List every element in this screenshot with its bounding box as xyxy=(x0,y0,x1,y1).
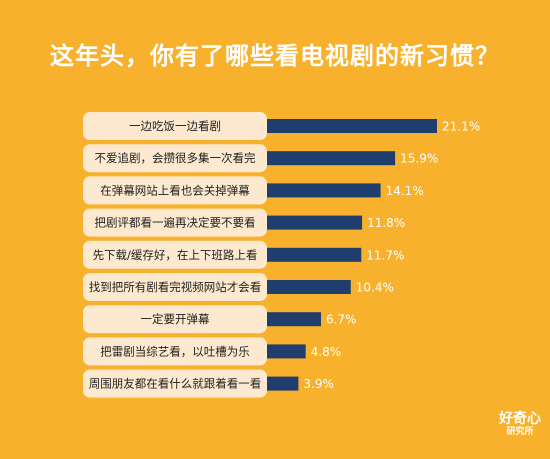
bar-row: 一定要开弹幕 6.7% xyxy=(83,305,357,334)
category-label-box xyxy=(83,305,267,334)
bar-row: 把雷剧当综艺看，以吐槽为乐 4.8% xyxy=(83,337,342,366)
category-label-box xyxy=(83,240,267,269)
bar-row: 先下载/缓存好，在上下班路上看 11.7% xyxy=(83,240,404,269)
category-label-box xyxy=(83,176,267,205)
bar xyxy=(267,183,381,198)
category-label: 先下载/缓存好，在上下班路上看 xyxy=(93,248,258,262)
category-label-box xyxy=(83,369,267,398)
category-label: 把雷剧当综艺看，以吐槽为乐 xyxy=(100,344,250,358)
category-label: 周围朋友都在看什么就跟着看一看 xyxy=(89,377,262,391)
brand-name: 好奇心 xyxy=(499,411,541,427)
category-label-box xyxy=(83,337,267,366)
category-label-box xyxy=(83,273,267,301)
bar-row: 不爱追剧，会攒很多集一次看完 15.9% xyxy=(83,144,438,173)
category-label: 找到把所有剧看完视频网站才会看 xyxy=(89,280,262,294)
bar xyxy=(267,312,321,327)
brand-subname: 研究所 xyxy=(506,427,534,438)
category-label: 一定要开弹幕 xyxy=(141,312,210,326)
category-label: 不爱追剧，会攒很多集一次看完 xyxy=(95,151,256,165)
category-label: 一边吃饭一边看剧 xyxy=(129,119,221,133)
value-label: 21.1% xyxy=(442,120,480,134)
bar xyxy=(267,376,299,391)
value-label: 3.9% xyxy=(303,377,334,391)
category-label-box xyxy=(83,144,267,173)
category-label: 把剧评都看一遍再决定要不要看 xyxy=(95,216,256,230)
bar-row: 一边吃饭一边看剧 21.1% xyxy=(83,112,480,140)
value-label: 4.8% xyxy=(311,345,342,359)
value-label: 11.7% xyxy=(366,248,404,262)
bar-row: 找到把所有剧看完视频网站才会看 10.4% xyxy=(83,273,394,301)
category-label-box xyxy=(83,208,267,237)
page-title: 这年头，你有了哪些看电视剧的新习惯？ xyxy=(50,42,500,70)
bar-row: 在弹幕网站上看也会关掉弹幕 14.1% xyxy=(83,176,424,205)
brand-logo: 好奇心 研究所 xyxy=(497,411,543,437)
bar xyxy=(267,215,363,230)
bar xyxy=(267,344,306,359)
bar xyxy=(267,151,396,166)
value-label: 11.8% xyxy=(367,216,405,230)
value-label: 6.7% xyxy=(326,313,357,327)
bar xyxy=(267,119,437,133)
bar-row: 周围朋友都在看什么就跟着看一看 3.9% xyxy=(83,369,334,398)
bar-row: 把剧评都看一遍再决定要不要看 11.8% xyxy=(83,208,405,237)
category-label-box xyxy=(83,112,267,140)
value-label: 14.1% xyxy=(386,184,424,198)
category-label: 在弹幕网站上看也会关掉弹幕 xyxy=(100,183,250,197)
value-label: 10.4% xyxy=(356,281,394,295)
bar xyxy=(267,280,351,294)
value-label: 15.9% xyxy=(400,152,438,166)
bar xyxy=(267,247,362,262)
